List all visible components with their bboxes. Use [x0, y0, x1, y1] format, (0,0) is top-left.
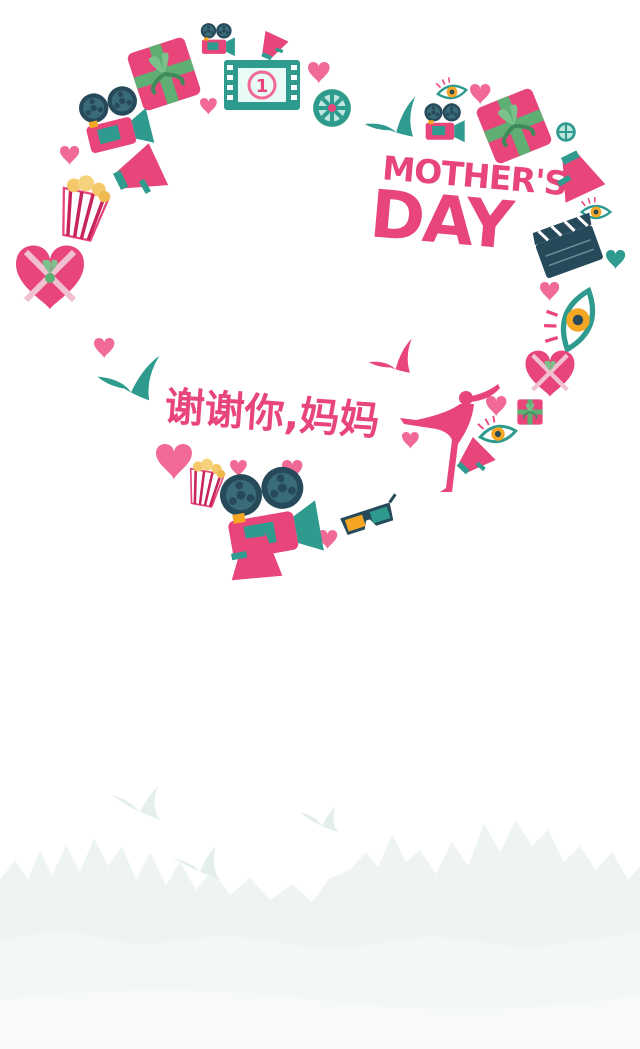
- tagline-cluster: 谢谢你,妈妈: [94, 338, 412, 580]
- heart-icon: [540, 282, 560, 302]
- film-projector-icon: [424, 103, 464, 142]
- film-strip-icon: 1: [224, 60, 300, 110]
- heart-icon: [606, 250, 626, 270]
- right-heart-ring: MOTHER'S DAY: [364, 73, 626, 492]
- forest-silhouette: [0, 820, 640, 1049]
- heart-icon: [470, 84, 491, 105]
- bird-icon: [364, 96, 416, 137]
- film-projector-icon: [201, 23, 235, 56]
- tagline: 谢谢你,妈妈: [163, 384, 381, 445]
- dancer-silhouette-icon: [400, 384, 500, 492]
- gift-heart-icon: [525, 350, 575, 398]
- headline-line2: DAY: [367, 175, 518, 264]
- faint-birds: [112, 786, 338, 880]
- headline: MOTHER'S DAY: [367, 148, 568, 265]
- megaphone-icon: [255, 29, 289, 63]
- film-reel-icon: [556, 122, 576, 142]
- eye-icon: [434, 73, 469, 102]
- gift-box-icon: [124, 34, 204, 114]
- megaphone-icon: [111, 142, 168, 201]
- gift-box-icon: [516, 398, 544, 426]
- 3d-glasses-icon: [340, 493, 397, 536]
- popcorn-icon: [52, 169, 116, 245]
- bird-icon: [368, 338, 412, 373]
- clapperboard-icon: [532, 212, 603, 279]
- eye-icon: [475, 410, 519, 447]
- heart-icon: [402, 432, 419, 449]
- left-heart-ring: 1: [16, 23, 351, 310]
- film-reel-icon: [313, 89, 351, 127]
- heart-icon: [94, 338, 115, 359]
- gift-box-icon: [472, 84, 556, 168]
- gift-heart-icon: [16, 245, 84, 310]
- film-counter-number: 1: [256, 76, 269, 97]
- heart-icon: [486, 396, 507, 417]
